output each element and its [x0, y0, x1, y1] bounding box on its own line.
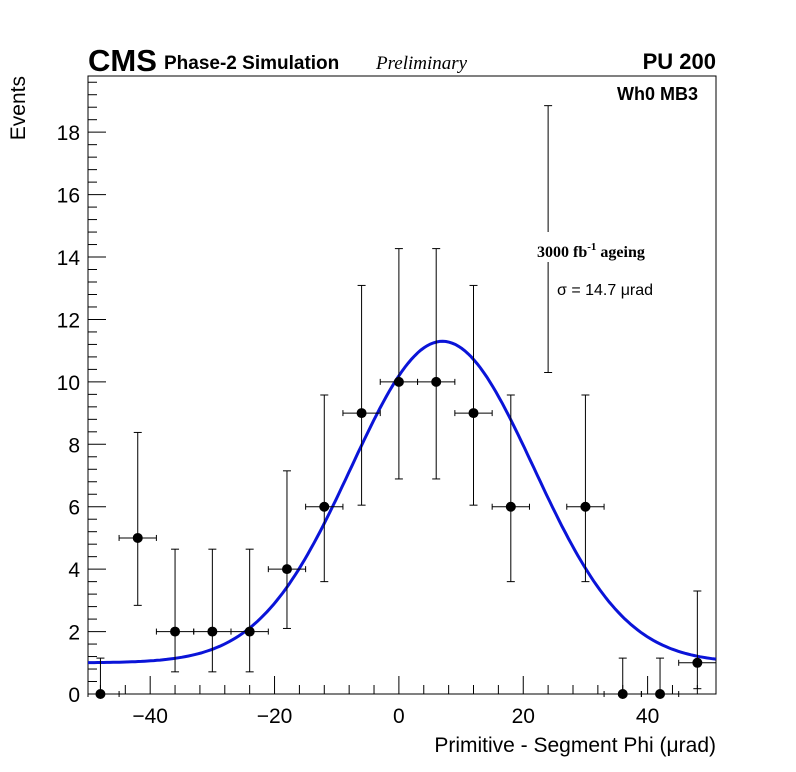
data-point	[267, 470, 307, 629]
y-tick-label: 2	[68, 622, 80, 645]
plot-frame	[87, 75, 717, 695]
x-tick-label: 0	[393, 705, 405, 728]
sigma-label-bg	[552, 272, 672, 308]
data-point	[87, 657, 120, 699]
y-tick-label: 12	[57, 309, 80, 332]
data-marker	[393, 376, 404, 387]
data-point	[640, 657, 680, 699]
data-point	[417, 248, 456, 480]
ageing-label-bg	[534, 232, 664, 262]
data-point	[305, 394, 344, 583]
data-point	[454, 284, 493, 506]
data-marker	[468, 408, 479, 419]
data-marker	[580, 501, 591, 512]
fit-layer	[88, 339, 717, 665]
ageing-prefix: 3000 fb	[537, 244, 587, 261]
y-tick-label: 0	[68, 684, 80, 707]
x-axis-title: Primitive - Segment Phi (μrad)	[434, 734, 716, 757]
data-marker	[95, 689, 106, 699]
data-point	[566, 394, 605, 583]
data-marker	[617, 689, 628, 699]
sigma-label: σ = 14.7 μrad	[557, 282, 653, 299]
y-tick-label: 14	[57, 247, 81, 270]
data-marker	[692, 657, 703, 668]
simulation-label: Phase-2 Simulation	[164, 53, 339, 74]
data-marker	[356, 408, 367, 419]
data-point	[603, 657, 642, 699]
data-point	[193, 548, 232, 673]
x-tick-label: 40	[636, 705, 659, 728]
data-marker	[281, 564, 292, 575]
x-tick-label: −20	[257, 705, 293, 728]
data-marker	[170, 626, 181, 637]
data-point	[491, 394, 530, 583]
y-tick-label: 8	[68, 434, 80, 457]
ageing-label: 3000 fb-1 ageing	[537, 241, 645, 261]
data-marker	[244, 626, 255, 637]
data-marker	[319, 501, 330, 512]
data-point	[678, 590, 717, 690]
data-marker	[132, 532, 143, 543]
data-point	[230, 548, 269, 673]
ageing-suffix: ageing	[596, 244, 644, 261]
y-tick-label: 10	[57, 372, 80, 395]
y-tick-label: 6	[68, 497, 80, 520]
fit-curve	[88, 339, 717, 665]
data-marker	[207, 626, 218, 637]
data-point	[342, 284, 381, 506]
experiment-label: CMS	[88, 43, 157, 78]
data-marker	[431, 376, 442, 387]
y-tick-label: 4	[68, 559, 80, 582]
data-point	[118, 431, 157, 606]
preliminary-label: Preliminary	[375, 53, 468, 74]
y-tick-label: 18	[57, 122, 80, 145]
y-tick-label: 16	[57, 185, 80, 208]
data-point	[379, 248, 419, 480]
x-tick-label: −40	[132, 705, 168, 728]
y-axis-title: Events	[7, 76, 30, 140]
data-marker	[655, 689, 666, 699]
data-marker	[505, 501, 516, 512]
pileup-label: PU 200	[643, 49, 716, 74]
station-label: Wh0 MB3	[617, 84, 698, 104]
data-point	[155, 548, 195, 673]
x-tick-label: 20	[512, 705, 535, 728]
axes: −40 −20 0 20 40 0 2 4 6 8 10 12 14 16 18	[57, 81, 698, 728]
data-layer	[87, 105, 717, 699]
ageing-exponent: -1	[587, 241, 596, 253]
